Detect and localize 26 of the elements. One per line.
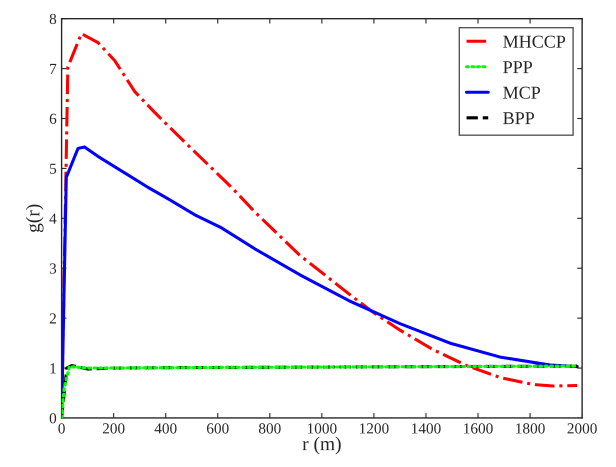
- x-tick-label: 2000: [568, 423, 597, 434]
- legend-label: MHCCP: [503, 36, 566, 48]
- y-tick-label: 1: [50, 363, 56, 374]
- x-tick-label: 200: [102, 423, 125, 434]
- y-tick-label: 8: [50, 14, 56, 24]
- x-tick-label: 1600: [464, 423, 493, 434]
- legend-label: PPP: [503, 61, 532, 74]
- y-tick-label: 2: [50, 313, 56, 324]
- y-tick-label: 5: [50, 164, 56, 174]
- x-tick-label: 1000: [308, 423, 337, 434]
- x-tick-label: 600: [206, 423, 229, 434]
- y-tick-label: 3: [50, 263, 56, 274]
- legend-label: BPP: [503, 112, 534, 124]
- x-tick-label: 800: [258, 423, 281, 434]
- y-tick-label: 6: [50, 114, 56, 124]
- x-tick-label: 1400: [412, 423, 441, 434]
- x-tick-label: 1800: [516, 423, 545, 434]
- y-axis-title: g(r): [26, 204, 44, 232]
- y-tick-label: 0: [50, 413, 56, 424]
- x-axis-title: r (m): [302, 436, 341, 454]
- x-tick-label: 0: [58, 423, 65, 434]
- y-tick-label: 7: [50, 64, 56, 74]
- legend-label: MCP: [503, 86, 540, 99]
- x-tick-label: 400: [154, 423, 177, 434]
- x-tick-label: 1200: [360, 423, 389, 434]
- y-tick-label: 4: [49, 214, 56, 224]
